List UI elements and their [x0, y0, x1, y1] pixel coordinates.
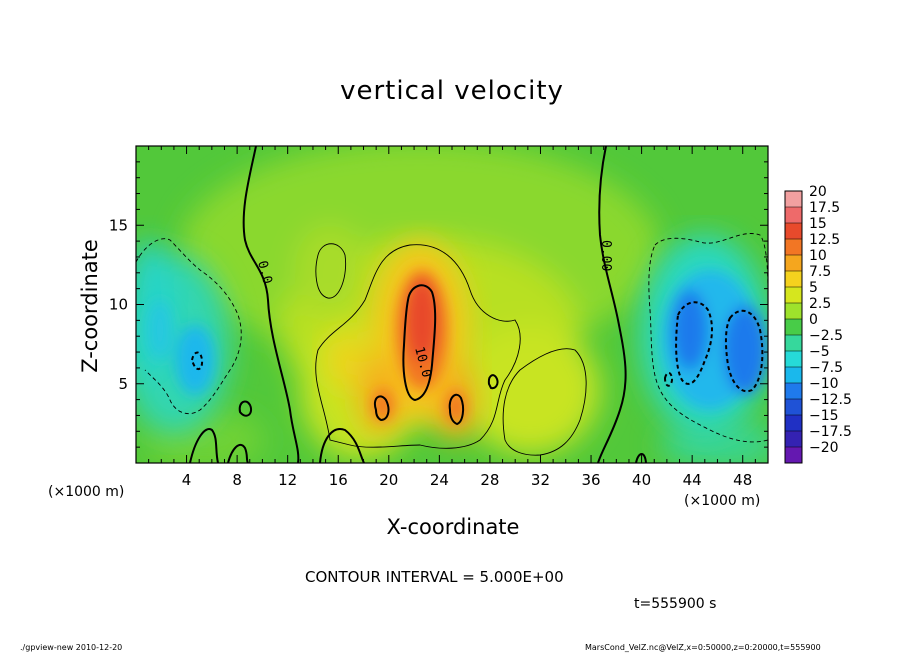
x-tick-label: 48 [733, 471, 752, 489]
contour-pos-5-right [502, 348, 587, 456]
contour-labels: 0.0 10.0 0.00 [254, 240, 613, 379]
x-tick-label: 20 [379, 471, 398, 489]
footer-data-source: MarsCond_VelZ.nc@VelZ,x=0:50000,z=0:2000… [585, 643, 821, 652]
colorbar-label: 5 [809, 280, 818, 296]
colorbar-swatch [785, 255, 802, 272]
colorbar-label: −20 [809, 440, 839, 456]
x-axis-label: X-coordinate [386, 515, 520, 539]
time-label: t=555900 s [634, 596, 717, 612]
x-tick-label: 36 [581, 471, 600, 489]
contour-zero-small-3 [238, 400, 252, 417]
contour-pos-5-main [315, 244, 521, 449]
contour-zero-left [242, 146, 300, 463]
ten-contours [374, 284, 499, 426]
x-tick-label: 32 [531, 471, 550, 489]
contour-zero-right [597, 146, 627, 463]
colorbar-swatch [785, 239, 802, 256]
x-tick-label: 40 [632, 471, 651, 489]
contour-pos-10-core [402, 284, 437, 402]
colorbar-label: 10 [809, 248, 827, 264]
contour-interval-text: CONTOUR INTERVAL = 5.000E+00 [305, 568, 564, 586]
colorbar-swatch [785, 303, 802, 320]
colorbar-swatch [785, 287, 802, 304]
colorbar-label: −2.5 [809, 328, 843, 344]
colorbar-swatch [785, 351, 802, 368]
contour-pos-10-right [448, 393, 465, 426]
colorbar-label: −17.5 [809, 424, 852, 440]
colorbar-label: 0 [809, 312, 818, 328]
x-ticks: 4 8 12 16 20 24 28 32 36 40 44 48 [148, 146, 756, 489]
colorbar-swatch [785, 335, 802, 352]
colorbar-label: 17.5 [809, 200, 840, 216]
chart-title: vertical velocity [340, 76, 564, 106]
contour-zero-small-4 [635, 453, 647, 463]
x-tick-label: 44 [683, 471, 702, 489]
colorbar: 2017.51512.5107.552.50−2.5−5−7.5−10−12.5… [784, 184, 852, 464]
colorbar-label: −15 [809, 408, 839, 424]
colorbar-swatch [785, 367, 802, 384]
colorbar-label: 20 [809, 184, 827, 200]
contour-label-zero-right: 0.00 [598, 240, 613, 271]
contour-label-zero-left: 0.0 [254, 259, 275, 286]
contour-zero-small-1 [189, 428, 219, 463]
colorbar-label: 12.5 [809, 232, 840, 248]
colorbar-label: 15 [809, 216, 827, 232]
colorbar-swatch [785, 399, 802, 416]
contour-zero-bottom [319, 428, 365, 463]
y-ticks: 5 10 15 [109, 161, 768, 448]
x-tick-label: 28 [480, 471, 499, 489]
contour-pos-5-upper [315, 243, 347, 299]
colorbar-label: −7.5 [809, 360, 843, 376]
contour-neg-5-right [648, 233, 768, 443]
contour-pos-10-left [374, 395, 390, 422]
x-unit-label-right: (×1000 m) [684, 493, 761, 509]
contour-pos-10-small [487, 374, 499, 390]
y-tick-label: 10 [109, 296, 128, 314]
colorbar-label: −5 [809, 344, 830, 360]
footer-program-date: ./gpview-new 2010-12-20 [20, 643, 123, 652]
colorbar-swatch [785, 207, 802, 224]
heatmap-field [136, 146, 768, 463]
positive-contours [315, 243, 587, 456]
colorbar-label: −12.5 [809, 392, 852, 408]
x-tick-label: 16 [329, 471, 348, 489]
field-downdraft-core [148, 270, 767, 410]
colorbar-swatch [785, 431, 802, 448]
contour-neg-10-b [724, 309, 764, 393]
negative-contours [136, 233, 768, 443]
colorbar-label: 7.5 [809, 264, 831, 280]
colorbar-swatch [785, 383, 802, 400]
colorbar-swatch [785, 191, 802, 208]
x-tick-label: 24 [430, 471, 449, 489]
x-tick-label: 12 [278, 471, 297, 489]
x-tick-label: 4 [182, 471, 192, 489]
y-tick-label: 5 [118, 375, 128, 393]
colorbar-label: 2.5 [809, 296, 831, 312]
colorbar-swatch [785, 447, 802, 464]
contour-zero-small-2 [227, 443, 249, 463]
colorbar-label: −10 [809, 376, 839, 392]
x-unit-label-left: (×1000 m) [48, 484, 125, 500]
contour-neg-10-c [663, 372, 674, 387]
zero-contours [189, 146, 647, 463]
colorbar-swatch [785, 319, 802, 336]
contour-neg-5-left [136, 238, 242, 414]
colorbar-swatch [785, 223, 802, 240]
y-tick-label: 15 [109, 216, 128, 234]
x-tick-label: 8 [232, 471, 242, 489]
colorbar-swatch [785, 415, 802, 432]
colorbar-swatch [785, 271, 802, 288]
